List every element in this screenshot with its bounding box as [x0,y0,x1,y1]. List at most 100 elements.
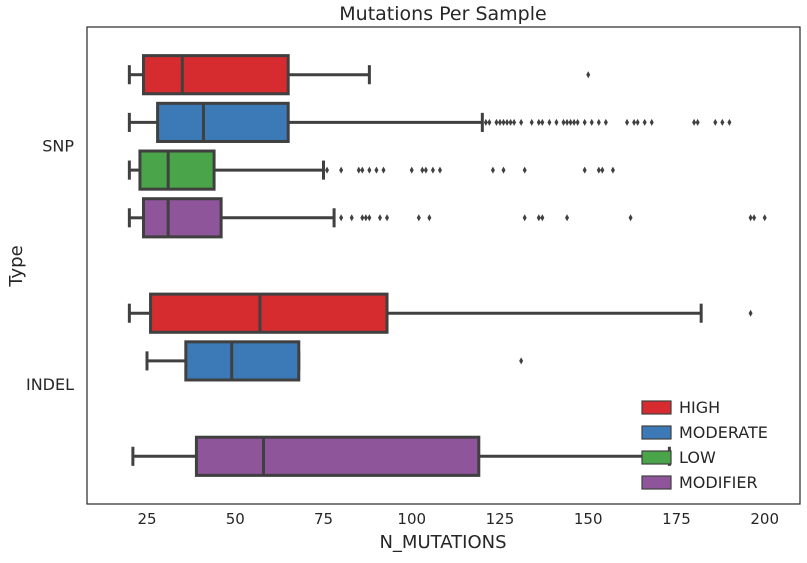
outlier-snp-moderate-4 [501,118,506,126]
outlier-snp-low-4 [367,166,372,174]
outlier-snp-moderate-25 [635,118,640,126]
iqr-box-indel-high [149,292,389,334]
iqr-box-snp-low [138,149,216,191]
legend-label-low: LOW [679,448,716,467]
outlier-snp-moderate-28 [692,118,697,126]
outlier-snp-moderate-32 [727,118,732,126]
legend-label-moderate: MODERATE [679,423,768,442]
x-tick-label-200: 200 [750,510,779,528]
outlier-snp-moderate-1 [487,118,492,126]
box-snp-moderate [127,101,732,143]
outlier-snp-low-8 [420,166,425,174]
x-tick-label-25: 25 [137,510,156,528]
iqr-box-indel-moderate [184,340,301,382]
outlier-snp-low-18 [610,166,615,174]
outlier-snp-modifier-9 [522,214,527,222]
outlier-snp-low-3 [360,166,365,174]
outlier-snp-moderate-21 [596,118,601,126]
x-tick-label-150: 150 [574,510,603,528]
outlier-snp-moderate-5 [505,118,510,126]
outlier-snp-moderate-3 [497,118,502,126]
y-category-label-snp: SNP [42,136,74,155]
outlier-snp-low-5 [374,166,379,174]
outlier-snp-moderate-6 [508,118,513,126]
outlier-snp-modifier-1 [349,214,354,222]
outlier-snp-moderate-7 [512,118,517,126]
outlier-snp-moderate-19 [582,118,587,126]
outlier-snp-modifier-4 [367,214,372,222]
outlier-snp-modifier-0 [339,214,344,222]
outlier-snp-low-12 [490,166,495,174]
outlier-snp-moderate-9 [529,118,534,126]
outlier-snp-low-17 [600,166,605,174]
box-snp-high [127,54,591,96]
box-snp-low [127,149,615,191]
outlier-snp-low-16 [596,166,601,174]
outlier-snp-moderate-0 [483,118,488,126]
x-tick-label-175: 175 [662,510,691,528]
outlier-snp-moderate-30 [713,118,718,126]
outlier-snp-moderate-23 [625,118,630,126]
legend-swatch-low [641,450,672,465]
x-axis-label: N_MUTATIONS [379,532,506,553]
outlier-snp-low-9 [423,166,428,174]
legend-swatch-modifier [641,475,672,490]
legend-swatch-high [641,400,672,415]
outlier-snp-moderate-16 [568,118,573,126]
box-indel-modifier [131,435,671,477]
outlier-snp-modifier-11 [540,214,545,222]
outlier-snp-moderate-10 [536,118,541,126]
outlier-snp-moderate-12 [547,118,552,126]
box-indel-moderate [145,340,524,382]
outlier-snp-high-0 [586,71,591,79]
y-category-label-indel: INDEL [26,375,74,394]
legend: HIGH MODERATE LOW MODIFIER [641,398,768,492]
outlier-snp-low-15 [582,166,587,174]
outlier-snp-moderate-22 [603,118,608,126]
iqr-box-indel-modifier [194,435,481,477]
box-indel-high [127,292,753,334]
iqr-box-snp-moderate [156,101,290,143]
outlier-snp-low-7 [409,166,414,174]
outlier-snp-low-2 [356,166,361,174]
outlier-snp-low-6 [381,166,386,174]
outlier-snp-low-10 [430,166,435,174]
legend-label-high: HIGH [679,398,720,417]
x-tick-label-100: 100 [397,510,426,528]
outlier-snp-modifier-14 [748,214,753,222]
outlier-snp-moderate-8 [519,118,524,126]
outlier-snp-low-11 [437,166,442,174]
outlier-snp-moderate-24 [632,118,637,126]
outlier-snp-modifier-12 [565,214,570,222]
outlier-snp-moderate-27 [649,118,654,126]
legend-label-modifier: MODIFIER [679,473,758,492]
outlier-snp-modifier-6 [385,214,390,222]
outlier-snp-modifier-5 [377,214,382,222]
box-snp-modifier [127,197,767,239]
legend-swatch-moderate [641,425,672,440]
outlier-snp-modifier-2 [360,214,365,222]
outlier-snp-moderate-29 [695,118,700,126]
outlier-snp-low-13 [501,166,506,174]
x-tick-label-75: 75 [314,510,333,528]
y-axis-categories: SNP INDEL [26,136,74,394]
outlier-snp-modifier-8 [427,214,432,222]
outlier-snp-modifier-3 [363,214,368,222]
outlier-snp-modifier-15 [752,214,757,222]
boxes-layer [127,54,767,477]
chart-title: Mutations Per Sample [339,3,546,25]
iqr-box-snp-high [141,54,290,96]
outlier-snp-moderate-18 [575,118,580,126]
outlier-snp-moderate-13 [554,118,559,126]
x-axis-ticks: 25 50 75 100 125 150 175 200 [137,510,779,528]
outlier-snp-moderate-31 [720,118,725,126]
outlier-snp-moderate-26 [642,118,647,126]
outlier-snp-modifier-10 [536,214,541,222]
outlier-snp-moderate-17 [572,118,577,126]
x-tick-label-50: 50 [226,510,245,528]
outlier-snp-moderate-15 [565,118,570,126]
outlier-indel-high-0 [748,309,753,317]
outlier-snp-low-1 [339,166,344,174]
